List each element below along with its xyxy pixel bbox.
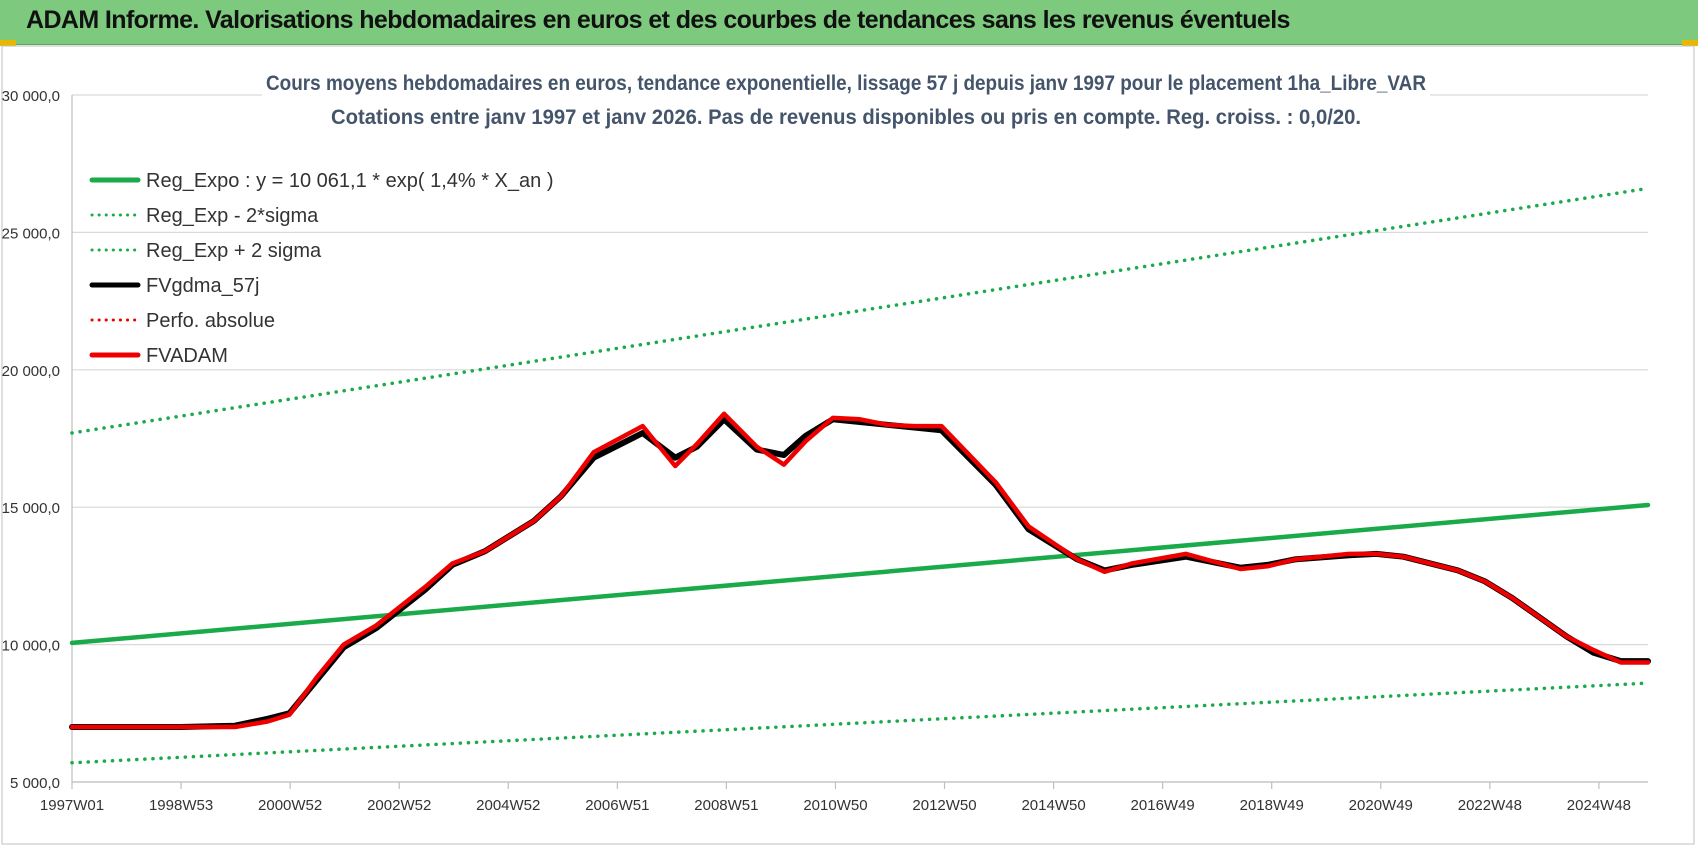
x-tick-label: 2010W50 bbox=[803, 797, 867, 814]
x-tick-label: 2012W50 bbox=[912, 797, 976, 814]
x-tick-label: 2008W51 bbox=[694, 797, 758, 814]
chart-subtitle: Cotations entre janv 1997 et janv 2026. … bbox=[331, 106, 1361, 129]
x-tick-label: 1998W53 bbox=[149, 797, 213, 814]
left-corner-marker bbox=[0, 40, 16, 46]
x-tick-label: 2006W51 bbox=[585, 797, 649, 814]
legend: Reg_Expo : y = 10 061,1 * exp( 1,4% * X_… bbox=[89, 170, 553, 367]
legend-label: Perfo. absolue bbox=[146, 310, 275, 332]
title-background bbox=[262, 60, 1430, 142]
chart-title: Cours moyens hebdomadaires en euros, ten… bbox=[266, 72, 1426, 95]
y-tick-label: 20 000,0 bbox=[2, 363, 60, 380]
x-tick-label: 1997W01 bbox=[40, 797, 104, 814]
x-tick-label: 2022W48 bbox=[1458, 797, 1522, 814]
x-tick-label: 2004W52 bbox=[476, 797, 540, 814]
axes bbox=[71, 95, 1648, 789]
y-tick-label: 5 000,0 bbox=[10, 775, 60, 792]
y-tick-label: 30 000,0 bbox=[2, 88, 60, 105]
x-tick-label: 2002W52 bbox=[367, 797, 431, 814]
legend-label: Reg_Expo : y = 10 061,1 * exp( 1,4% * X_… bbox=[146, 170, 553, 192]
series-layer bbox=[69, 186, 1651, 765]
header-banner: ADAM Informe. Valorisations hebdomadaire… bbox=[0, 0, 1698, 45]
x-tick-label: 2016W49 bbox=[1131, 797, 1195, 814]
chart-area-border bbox=[1, 45, 1695, 845]
x-tick-label: 2000W52 bbox=[258, 797, 322, 814]
series-line bbox=[69, 502, 1651, 646]
legend-label: FVgdma_57j bbox=[146, 275, 259, 297]
y-tick-label: 15 000,0 bbox=[2, 500, 60, 517]
y-tick-label: 25 000,0 bbox=[2, 225, 60, 242]
x-tick-label: 2018W49 bbox=[1240, 797, 1304, 814]
y-tick-label: 10 000,0 bbox=[2, 638, 60, 655]
legend-label: Reg_Exp + 2 sigma bbox=[146, 240, 322, 262]
series-line bbox=[69, 411, 1651, 730]
chart: Cours moyens hebdomadaires en euros, ten… bbox=[1, 45, 1695, 845]
chart-title-block: Cours moyens hebdomadaires en euros, ten… bbox=[262, 60, 1430, 142]
banner-title: ADAM Informe. Valorisations hebdomadaire… bbox=[26, 6, 1290, 34]
x-tick-label: 2024W48 bbox=[1567, 797, 1631, 814]
series-line bbox=[70, 186, 1650, 435]
right-corner-marker bbox=[1682, 40, 1698, 46]
tick-labels: 5 000,0 10 000,0 15 000,0 20 000,0 25 000,0 3… bbox=[2, 88, 1631, 814]
x-tick-label: 2014W50 bbox=[1021, 797, 1085, 814]
legend-label: Reg_Exp - 2*sigma bbox=[146, 205, 319, 227]
legend-label: FVADAM bbox=[146, 345, 228, 367]
x-tick-label: 2020W49 bbox=[1349, 797, 1413, 814]
